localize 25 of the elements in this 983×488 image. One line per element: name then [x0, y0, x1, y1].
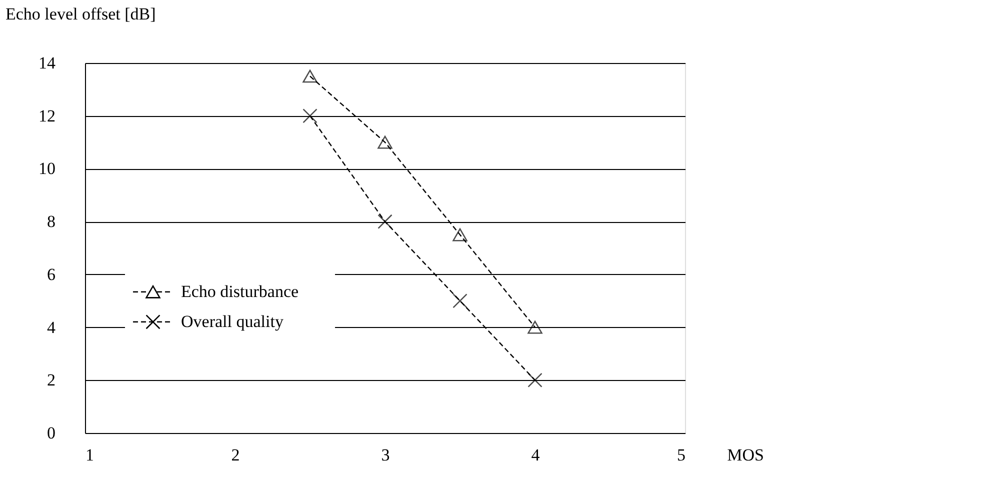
y-tick-label: 4: [47, 318, 56, 337]
x-tick-label: 3: [381, 446, 390, 464]
x-tick-label: 5: [677, 446, 686, 464]
legend-label: Echo disturbance: [181, 282, 299, 301]
y-tick-label: 12: [38, 106, 56, 126]
point: [452, 228, 468, 242]
y-tick-label: 0: [47, 424, 56, 442]
point: [378, 214, 392, 229]
point: [378, 136, 392, 149]
point: [528, 372, 542, 388]
y-tick-label: 6: [47, 264, 56, 284]
y-tick-label: 8: [47, 212, 56, 232]
point: [452, 294, 468, 308]
x-axis-title: MOS: [727, 446, 764, 464]
x-tick-label: 1: [86, 446, 94, 464]
x-tick-label: 4: [531, 446, 540, 464]
y-tick-label: 2: [47, 370, 56, 390]
point: [302, 70, 318, 83]
y-tick-label: 14: [38, 54, 56, 72]
point: [528, 320, 542, 334]
point: [302, 108, 318, 124]
y-tick-label: 10: [38, 159, 56, 178]
y-axis-title: Echo level offset [dB]: [6, 4, 156, 24]
x-tick-label: 2: [231, 446, 240, 464]
legend-label: Overall quality: [181, 312, 284, 331]
